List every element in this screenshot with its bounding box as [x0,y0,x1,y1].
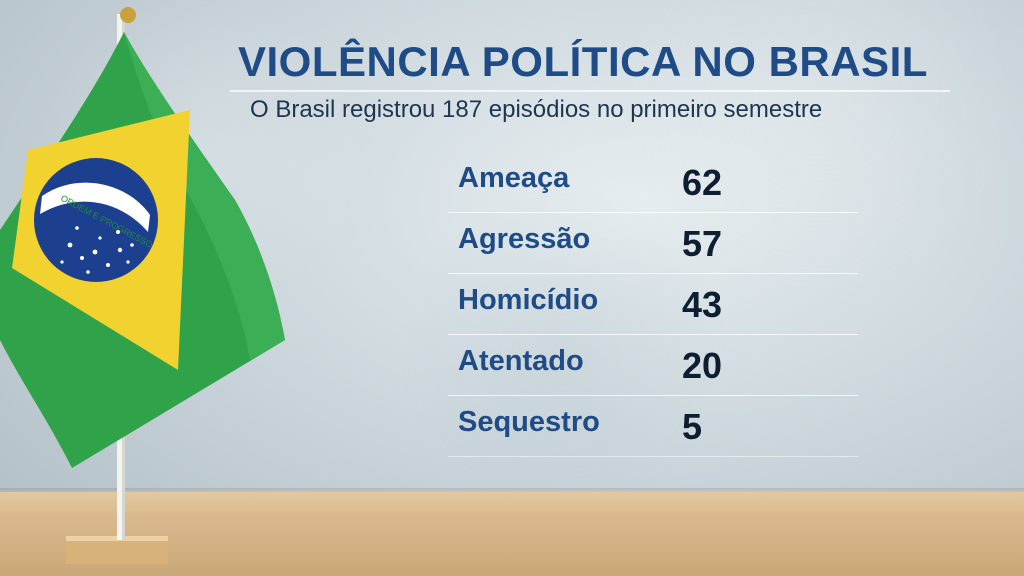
stat-row-homicidio: Homicídio 43 [448,274,858,335]
stat-row-agressao: Agressão 57 [448,213,858,274]
flag-stars [60,226,134,274]
brazil-flag-image: ORDEM E PROGRESSO [0,7,285,564]
stat-value: 57 [682,223,723,264]
stat-row-ameaca: Ameaça 62 [448,152,858,213]
stat-value: 5 [682,406,703,447]
stat-label: Atentado [458,345,584,377]
page-subtitle: O Brasil registrou 187 episódios no prim… [250,96,823,123]
table-shadow [0,488,1024,494]
stat-label: Ameaça [458,162,570,194]
stat-row-atentado: Atentado 20 [448,335,858,396]
page-title: VIOLÊNCIA POLÍTICA NO BRASIL [238,38,928,85]
title-divider [230,90,950,92]
stat-value: 62 [682,162,723,203]
stat-row-sequestro: Sequestro 5 [448,396,858,457]
stat-label: Agressão [458,223,591,255]
stat-label: Homicídio [458,284,599,316]
stat-value: 20 [682,345,723,386]
wooden-table [0,492,1024,576]
stat-value: 43 [682,284,723,325]
violence-stats-table: Ameaça 62 Agressão 57 Homicídio 43 Atent… [448,152,858,457]
flag-finial [120,7,136,23]
flag-motto-band [40,182,150,232]
stat-label: Sequestro [458,406,600,438]
flag-cloth-highlight [124,32,285,360]
